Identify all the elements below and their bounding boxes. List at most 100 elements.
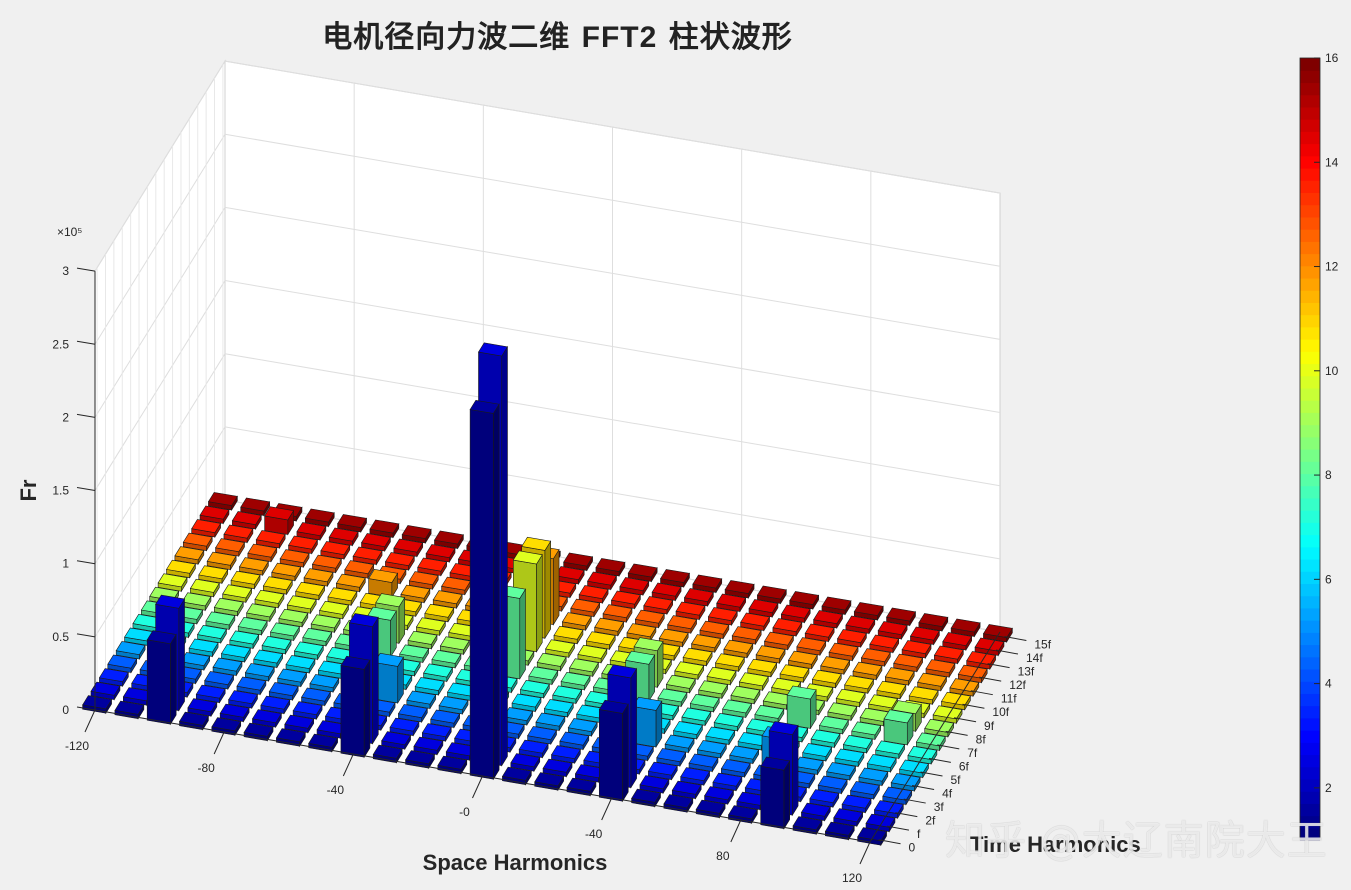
x-tick-label: 80 bbox=[716, 849, 730, 863]
bar-top-face bbox=[254, 589, 285, 604]
bar-top-face bbox=[877, 621, 908, 635]
colorbar-segment bbox=[1300, 815, 1320, 829]
colorbar-tick-label: 14 bbox=[1325, 155, 1339, 169]
bar-top-face bbox=[689, 693, 720, 708]
bar-top-face bbox=[705, 726, 736, 741]
bar-top-face bbox=[213, 597, 244, 612]
bar-top-face bbox=[950, 618, 981, 633]
bar-top-face bbox=[671, 780, 702, 795]
bar-top-face bbox=[594, 617, 625, 632]
bar-side-face bbox=[792, 724, 799, 817]
bar-top-face bbox=[695, 799, 726, 814]
bar-top-face bbox=[730, 685, 761, 700]
z-tick bbox=[76, 706, 96, 711]
colorbar-segment bbox=[1300, 620, 1320, 633]
z-tick-label: 1 bbox=[62, 557, 69, 571]
colorbar-segment bbox=[1300, 253, 1320, 267]
bar-top-face bbox=[211, 717, 242, 732]
bar-top-face bbox=[320, 541, 351, 556]
bar-top-face bbox=[698, 680, 729, 695]
colorbar-segment bbox=[1300, 424, 1320, 438]
y-tick-label: 0 bbox=[909, 841, 916, 855]
y-tick-label: 6f bbox=[959, 759, 970, 773]
x-tick bbox=[859, 841, 871, 865]
z-tick-label: 2 bbox=[62, 410, 69, 424]
bar-top-face bbox=[255, 530, 286, 545]
bar-top-face bbox=[406, 690, 437, 705]
colorbar-segment bbox=[1300, 717, 1320, 731]
bar-top-face bbox=[811, 669, 842, 684]
chart-title: 电机径向力波二维 FFT2 柱状波形 bbox=[322, 20, 793, 55]
bar-top-face bbox=[421, 723, 452, 738]
bar-top-face bbox=[664, 734, 695, 749]
colorbar-tick-label: 2 bbox=[1325, 781, 1332, 795]
bar-top-face bbox=[602, 604, 633, 619]
bar-top-face bbox=[408, 571, 439, 586]
bar-top-face bbox=[296, 522, 327, 536]
colorbar-segment bbox=[1300, 766, 1320, 780]
bar-top-face bbox=[932, 705, 963, 720]
bar-top-face bbox=[304, 508, 335, 523]
bar-top-face bbox=[240, 497, 271, 512]
bar-top-face bbox=[519, 680, 550, 694]
y-tick-label: 2f bbox=[925, 814, 936, 828]
z-tick-label: 2.5 bbox=[52, 337, 69, 351]
bar-top-face bbox=[157, 573, 188, 588]
bar-top-face bbox=[626, 623, 657, 638]
y-tick bbox=[928, 757, 951, 763]
bar-top-face bbox=[810, 729, 841, 744]
bar-top-face bbox=[577, 644, 608, 659]
bar-top-face bbox=[407, 630, 438, 645]
bar-top-face bbox=[536, 652, 567, 667]
bar-top-face bbox=[868, 694, 898, 709]
bar-top-face bbox=[821, 596, 852, 611]
x-tick bbox=[730, 819, 742, 843]
bar-top-face bbox=[527, 726, 558, 740]
y-tick bbox=[995, 649, 1019, 655]
colorbar-segment bbox=[1300, 290, 1320, 303]
bar-top-face bbox=[585, 631, 616, 646]
z-tick bbox=[76, 560, 96, 565]
bar-top-face bbox=[982, 624, 1013, 638]
bar-top-face bbox=[182, 532, 213, 547]
bar-top-face bbox=[308, 733, 339, 748]
bar-top-face bbox=[219, 703, 250, 718]
colorbar-segment bbox=[1300, 510, 1320, 523]
colorbar-segment bbox=[1300, 461, 1320, 475]
colorbar-segment bbox=[1300, 791, 1320, 804]
bar-top-face bbox=[656, 748, 687, 762]
bar-top-face bbox=[348, 613, 379, 627]
bar-top-face bbox=[865, 813, 896, 828]
bar-side-face bbox=[178, 597, 185, 712]
bar-top-face bbox=[146, 630, 177, 645]
bar-top-face bbox=[779, 664, 810, 679]
bar-top-face bbox=[372, 744, 403, 759]
bar-top-face bbox=[244, 663, 275, 677]
bar-top-face bbox=[875, 740, 906, 755]
x-tick-label: -40 bbox=[585, 827, 603, 841]
colorbar-tick-label: 12 bbox=[1325, 260, 1339, 274]
colorbar-segment bbox=[1300, 681, 1320, 694]
y-tick bbox=[970, 690, 993, 696]
bar-side-face bbox=[553, 548, 560, 626]
bar-top-face bbox=[760, 756, 791, 771]
colorbar-segment bbox=[1300, 167, 1320, 181]
bar-top-face bbox=[884, 667, 915, 682]
bar-top-face bbox=[559, 731, 590, 746]
y-tick-label: 9f bbox=[984, 719, 995, 733]
bar-top-face bbox=[850, 781, 880, 795]
bar-top-face bbox=[933, 645, 964, 660]
bar-top-face bbox=[578, 585, 609, 600]
bar-top-face bbox=[189, 578, 220, 593]
bar-front-face bbox=[146, 639, 171, 725]
bar-top-face bbox=[563, 552, 594, 567]
colorbar-segment bbox=[1300, 571, 1320, 585]
bar-top-face bbox=[229, 630, 260, 645]
colorbar-segment bbox=[1300, 363, 1320, 377]
bar-top-face bbox=[174, 546, 205, 561]
bar-top-face bbox=[417, 557, 448, 572]
y-tick bbox=[953, 717, 977, 723]
bar-top-face bbox=[309, 674, 340, 688]
colorbar-segment bbox=[1300, 265, 1320, 279]
colorbar-segment bbox=[1300, 436, 1320, 450]
